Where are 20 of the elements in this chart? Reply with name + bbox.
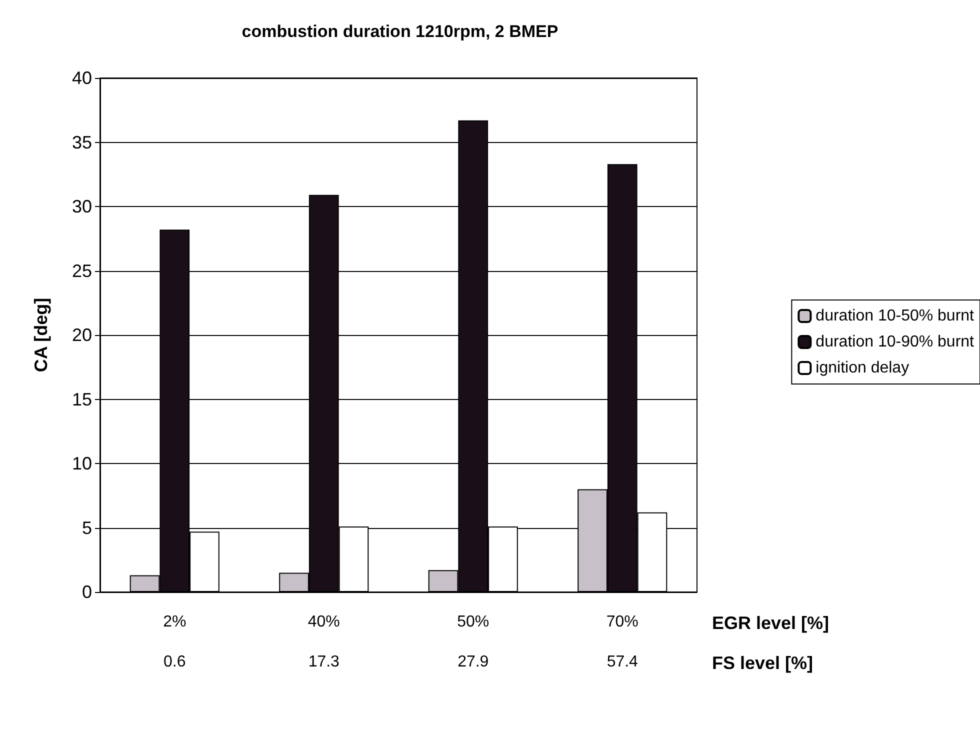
y-tick-label: 25 — [72, 260, 92, 281]
y-axis-title: CA [deg] — [31, 298, 51, 372]
category-label: 70% 57.4 — [606, 614, 638, 670]
x-axis-title: EGR level [%] — [712, 613, 830, 633]
y-tick-label: 20 — [72, 325, 92, 345]
category-label: 2% 0.6 — [163, 614, 186, 670]
category-label: 50% 27.9 — [457, 614, 490, 670]
y-tick-label: 0 — [82, 582, 92, 602]
legend-label: ignition delay — [816, 360, 910, 376]
chart-title: combustion duration 1210rpm, 2 BMEP — [242, 22, 558, 41]
y-tick-label: 15 — [72, 389, 92, 410]
legend-label: duration 10-90% burnt — [816, 334, 975, 350]
y-tick-label: 30 — [72, 196, 92, 216]
legend-label: duration 10-50% burnt — [816, 308, 975, 324]
y-tick-label: 10 — [72, 454, 92, 474]
y-tick-label: 35 — [72, 132, 92, 152]
category-label: 40% 17.3 — [308, 614, 340, 670]
y-tick-label: 40 — [72, 68, 92, 88]
text: FS level [%] — [712, 653, 814, 673]
y-tick-label: 5 — [82, 518, 92, 538]
